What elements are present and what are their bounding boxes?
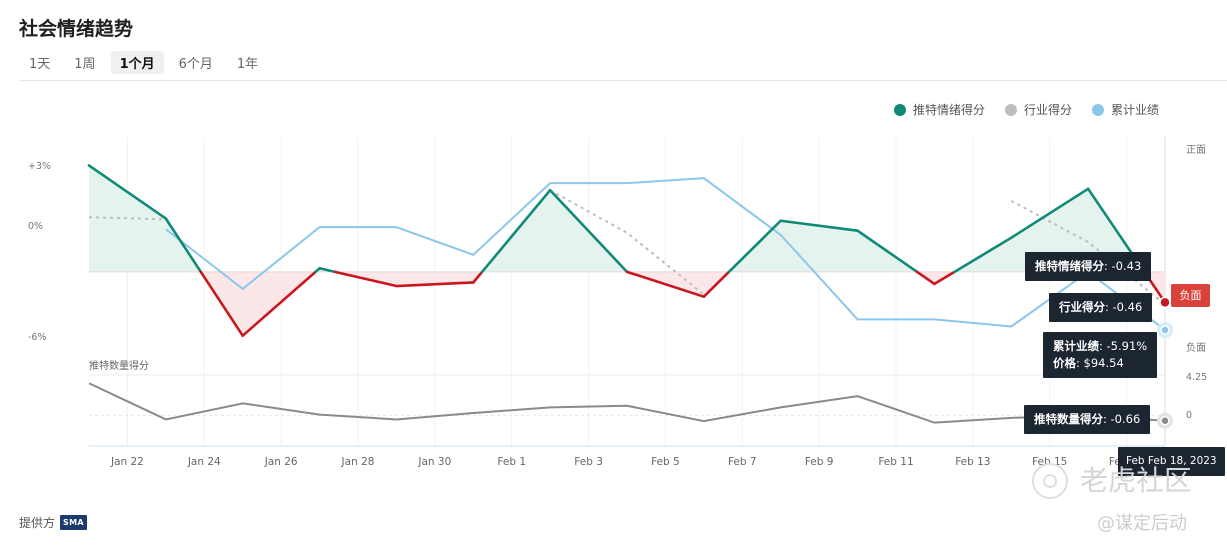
legend-dot-performance (1091, 103, 1104, 116)
tooltip-performance: 累计业绩: -5.91% 价格: $94.54 (1043, 332, 1158, 378)
header-divider (19, 80, 1227, 81)
tab-1-day[interactable]: 1天 (29, 57, 51, 72)
sentiment-score-segment (199, 270, 245, 338)
performance-hover-marker (1160, 325, 1170, 335)
x-tick-label: Jan 22 (110, 456, 144, 468)
tweet-volume-score-line (88, 382, 1166, 424)
sentiment-score-segment (548, 188, 629, 274)
volume-y-tick-label: 4.25 (1186, 372, 1207, 383)
sentiment-score-segment (625, 270, 706, 298)
y-tick-label-negative: 负面 (1186, 341, 1206, 354)
tooltip-volume-value: -0.66 (1110, 412, 1141, 426)
page-title: 社会情绪趋势 (19, 18, 134, 40)
sentiment-score-segment (480, 188, 552, 274)
sentiment-score-segment (856, 229, 919, 274)
timeframe-tabs: 1天 1周 1个月 6个月 1年 (19, 51, 267, 74)
legend-label-sentiment: 推特情绪得分 (912, 103, 985, 117)
sentiment-score-segment (471, 270, 484, 284)
x-tick-label: Feb 13 (955, 456, 990, 468)
legend-label-performance: 累计业绩 (1110, 103, 1159, 117)
sentiment-positive-area (89, 165, 1165, 272)
legend-item-performance[interactable]: 累计业绩 (1091, 101, 1159, 118)
x-tick-label: Feb 9 (805, 456, 834, 468)
provider-label: 提供方 (19, 516, 56, 530)
tooltip-sentiment: 推特情绪得分: -0.43 (1025, 252, 1152, 281)
tooltip-sentiment-label: 推特情绪得分 (1035, 259, 1104, 273)
sentiment-score-segment (702, 270, 731, 298)
industry-score-line (88, 216, 166, 221)
legend-dot-industry (1004, 103, 1017, 116)
x-tick-label: Jan 30 (417, 456, 451, 468)
sentiment-score-segment (87, 164, 168, 220)
volume-hover-marker (1160, 415, 1170, 426)
tooltip-industry-label: 行业得分 (1059, 300, 1105, 314)
sentiment-score-segment (779, 219, 859, 232)
watermark-community: 老虎社区 (1080, 464, 1193, 497)
sentiment-score-segment (318, 266, 337, 274)
tab-6-months[interactable]: 6个月 (178, 57, 213, 72)
tooltip-performance-value: -5.91% (1106, 339, 1148, 353)
x-tick-label: Feb 1 (497, 456, 526, 468)
tooltip-industry: 行业得分: -0.46 (1049, 293, 1153, 322)
sentiment-score-segment (727, 219, 783, 274)
x-tick-label: Jan 28 (341, 456, 375, 468)
industry-score-line (1010, 199, 1166, 306)
x-tick-label: Jan 24 (187, 456, 221, 468)
tab-1-month[interactable]: 1个月 (110, 51, 164, 74)
tooltip-price-label: 价格 (1053, 356, 1076, 370)
legend-dot-sentiment (893, 103, 906, 116)
volume-y-tick-label: 0 (1186, 410, 1192, 421)
sentiment-score-segment (164, 217, 203, 274)
y-tick-label-positive: 正面 (1186, 145, 1206, 156)
sentiment-score-segment (915, 270, 936, 286)
tooltip-volume: 推特数量得分: -0.66 (1024, 405, 1151, 434)
legend-item-industry[interactable]: 行业得分 (1004, 101, 1072, 118)
negative-badge: 负面 (1171, 284, 1210, 307)
volume-panel-title: 推特数量得分 (89, 359, 149, 372)
sentiment-score-segment (953, 236, 1013, 274)
legend-item-sentiment[interactable]: 推特情绪得分 (893, 101, 985, 118)
x-tick-label: Feb 5 (651, 456, 680, 468)
sentiment-score-segment (395, 281, 475, 288)
y-tick-label-left: -6% (28, 332, 47, 343)
industry-score-line (549, 189, 705, 296)
sma-logo[interactable]: SMA (60, 515, 87, 530)
cumulative-performance-line (165, 177, 1166, 331)
tooltip-volume-label: 推特数量得分 (1034, 412, 1103, 426)
sentiment-hover-marker (1159, 296, 1171, 309)
tab-1-year[interactable]: 1年 (236, 57, 259, 72)
tooltip-performance-label: 累计业绩 (1053, 339, 1099, 353)
x-tick-label: Feb 11 (878, 456, 913, 468)
tooltip-sentiment-value: -0.43 (1111, 259, 1142, 273)
legend-label-industry: 行业得分 (1023, 103, 1072, 117)
sentiment-score-segment (1009, 187, 1090, 240)
x-tick-label: Feb 3 (574, 456, 603, 468)
tooltip-industry-value: -0.46 (1112, 300, 1143, 314)
y-tick-label-left: 0% (28, 221, 43, 232)
tooltip-price-value: $94.54 (1083, 356, 1124, 370)
x-tick-label: Feb 7 (728, 456, 757, 468)
x-tick-label: Jan 26 (264, 456, 298, 468)
footer-provider: 提供方 SMA (19, 514, 87, 531)
watermark-author: @谋定后动 (1097, 513, 1187, 534)
sentiment-score-segment (241, 270, 317, 338)
watermark-logo-icon (1032, 463, 1068, 499)
sentiment-score-segment (333, 270, 398, 288)
chart-legend: 推特情绪得分 行业得分 累计业绩 (893, 101, 1159, 118)
sentiment-score-segment (933, 270, 956, 286)
tooltip-date: Feb Feb 18, 2023 (1118, 447, 1225, 476)
tab-1-week[interactable]: 1周 (74, 57, 96, 72)
y-tick-label-left: +3% (28, 161, 51, 172)
